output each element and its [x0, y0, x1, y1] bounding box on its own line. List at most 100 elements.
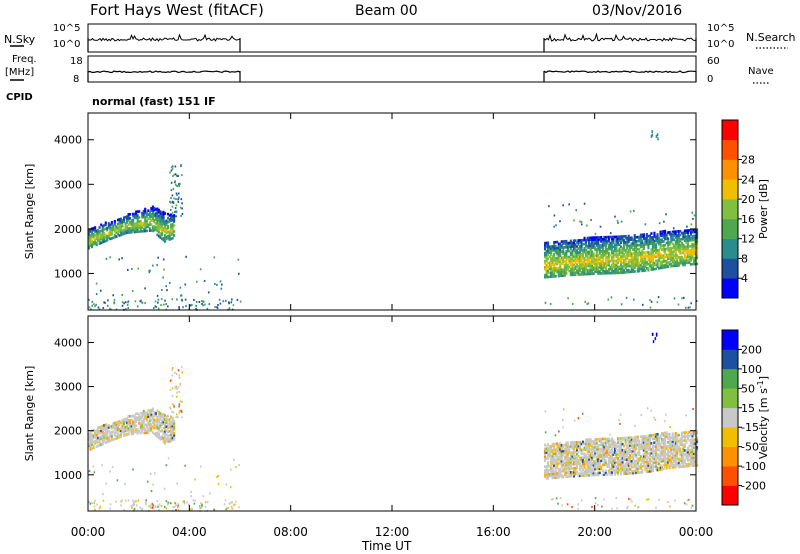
scatter-cell — [676, 230, 679, 233]
scatter-cell — [583, 236, 586, 240]
scatter-cell — [603, 237, 606, 241]
scatter-point — [157, 256, 159, 259]
scatter-cell — [683, 459, 686, 462]
scatter-cell — [162, 210, 165, 214]
scatter-cell — [554, 462, 557, 465]
scatter-cell — [668, 257, 671, 260]
scatter-cell — [568, 249, 571, 253]
scatter-cell — [682, 461, 685, 464]
scatter-cell — [124, 425, 127, 429]
scatter-point — [561, 504, 563, 507]
scatter-cell — [674, 240, 677, 243]
scatter-cell — [658, 253, 661, 256]
scatter-cell — [645, 470, 648, 474]
scatter-cell — [650, 250, 653, 253]
scatter-cell — [101, 438, 104, 442]
scatter-cell — [683, 263, 686, 267]
scatter-cell — [626, 470, 629, 473]
scatter-cell — [110, 438, 113, 442]
scatter-cell — [639, 465, 642, 468]
scatter-cell — [606, 239, 609, 243]
scatter-cell — [133, 222, 136, 226]
scatter-point — [548, 205, 550, 208]
velocity-scatter-data — [88, 332, 699, 512]
scatter-cell — [572, 447, 575, 450]
scatter-cell — [572, 451, 575, 454]
scatter-cell — [661, 448, 664, 451]
scatter-cell — [676, 244, 679, 247]
scatter-cell — [136, 230, 139, 233]
scatter-cell — [92, 232, 95, 236]
scatter-cell — [89, 447, 92, 451]
scatter-cell — [688, 430, 691, 434]
scatter-cell — [638, 467, 641, 470]
scatter-cell — [598, 463, 601, 467]
scatter-cell — [103, 234, 106, 237]
scatter-cell — [620, 255, 623, 258]
scatter-cell — [112, 426, 115, 429]
scatter-cell — [592, 463, 595, 467]
scatter-cell — [683, 249, 686, 253]
scatter-cell — [664, 247, 667, 251]
scatter-cell — [164, 426, 167, 429]
scatter-cell — [153, 432, 156, 436]
scatter-point — [690, 302, 692, 305]
scatter-cell — [586, 440, 589, 443]
scatter-cell — [620, 235, 623, 238]
scatter-cell — [615, 243, 618, 247]
scatter-cell — [648, 238, 651, 242]
scatter-point — [173, 173, 175, 176]
scatter-point — [160, 504, 163, 507]
scatter-cell — [635, 463, 638, 467]
scatter-cell — [123, 230, 126, 234]
scatter-cell — [586, 260, 589, 264]
scatter-cell — [682, 463, 685, 466]
scatter-cell — [601, 258, 604, 261]
scatter-cell — [617, 465, 620, 468]
scatter-cell — [674, 438, 677, 441]
scatter-point — [665, 213, 667, 216]
scatter-cell — [606, 447, 609, 451]
scatter-cell — [606, 255, 609, 259]
scatter-cell — [680, 241, 683, 245]
scatter-cell — [124, 221, 127, 225]
scatter-cell — [647, 466, 650, 469]
scatter-cell — [667, 249, 670, 252]
scatter-cell — [161, 211, 164, 215]
scatter-cell — [624, 255, 627, 258]
scatter-cell — [569, 467, 572, 470]
scatter-point — [235, 466, 237, 469]
scatter-cell — [603, 441, 606, 445]
scatter-cell — [638, 449, 641, 452]
scatter-cell — [575, 458, 578, 462]
scatter-cell — [642, 437, 645, 440]
scatter-cell — [132, 228, 135, 232]
scatter-point — [189, 508, 192, 511]
scatter-cell — [623, 259, 626, 262]
scatter-point — [91, 304, 94, 307]
scatter-cell — [145, 413, 148, 417]
scatter-cell — [129, 419, 132, 422]
scatter-cell — [682, 451, 685, 454]
scatter-cell — [162, 414, 165, 418]
scatter-cell — [679, 439, 682, 443]
scatter-cell — [651, 467, 654, 471]
scatter-cell — [560, 475, 563, 479]
scatter-cell — [574, 247, 577, 250]
scatter-cell — [633, 256, 636, 259]
scatter-cell — [559, 266, 562, 270]
scatter-cell — [647, 460, 650, 463]
scatter-cell — [609, 449, 612, 452]
scatter-cell — [662, 232, 665, 235]
scatter-point — [95, 303, 97, 306]
scatter-cell — [607, 463, 610, 466]
scatter-cell — [98, 432, 101, 435]
scatter-cell — [620, 261, 623, 264]
scatter-point — [597, 504, 599, 506]
scatter-cell — [591, 446, 594, 449]
scatter-cell — [97, 426, 100, 430]
scatter-cell — [585, 468, 588, 471]
scatter-cell — [94, 440, 97, 443]
scatter-cell — [621, 251, 624, 254]
scatter-cell — [579, 273, 582, 276]
